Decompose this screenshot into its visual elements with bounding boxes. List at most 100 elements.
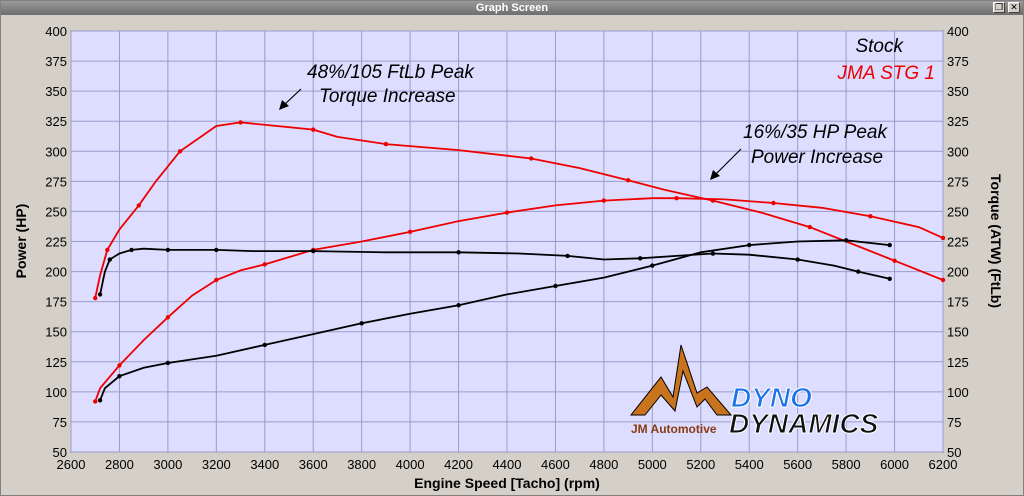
x-tick-label: 4600 — [541, 457, 570, 472]
annotation-power-arrow — [710, 148, 742, 180]
x-axis-label: Engine Speed [Tacho] (rpm) — [414, 475, 600, 491]
annotation-power-line2: Power Increase — [751, 147, 883, 168]
annotation-torque-arrow — [279, 88, 302, 110]
dynamics-logo-text: DYNAMICS — [729, 408, 879, 439]
data-point-stock-power — [359, 321, 364, 326]
annotation-power-line1: 16%/35 HP Peak — [743, 122, 888, 143]
data-point-jma-stg-1-power — [407, 229, 413, 235]
left-tick-label: 400 — [45, 24, 67, 39]
data-point-stock-power — [97, 398, 103, 403]
data-point-jma-stg-1-power — [601, 198, 607, 203]
x-tick-label: 3400 — [250, 457, 279, 472]
dyno-dynamics-logo: DYNO DYNAMICS — [729, 382, 880, 440]
dyno-chart: 2600 2800 3000 3200 3400 3600 3800 4000 4200 4400… — [13, 24, 1004, 491]
data-point-stock-torque — [311, 248, 316, 254]
left-tick-label: 300 — [45, 144, 67, 159]
right-tick-label: 325 — [947, 114, 969, 129]
data-point-stock-power — [165, 360, 171, 366]
right-tick-label: 225 — [947, 235, 969, 250]
series-line-jma-stg-1-torque — [94, 121, 944, 299]
x-tick-label: 3200 — [202, 457, 231, 472]
x-tick-label: 6200 — [929, 457, 958, 472]
data-point-jma-stg-1-torque — [177, 149, 183, 154]
jm-logo-text: JM Automotive — [631, 422, 717, 436]
x-tick-label: 5600 — [783, 457, 812, 472]
annotation-torque-line1: 48%/105 FtLb Peak — [307, 62, 475, 83]
data-point-stock-power — [553, 283, 558, 289]
right-tick-label: 150 — [947, 325, 969, 340]
data-point-stock-torque — [214, 247, 219, 253]
data-point-stock-power — [456, 303, 461, 308]
data-point-jma-stg-1-torque — [238, 120, 243, 125]
data-point-jma-stg-1-torque — [105, 247, 110, 253]
data-point-stock-torque — [887, 276, 892, 281]
right-tick-label: 350 — [947, 84, 969, 99]
right-tick-label: 250 — [947, 204, 969, 219]
left-tick-label: 125 — [45, 355, 67, 370]
data-point-jma-stg-1-torque — [311, 127, 316, 132]
data-point-jma-stg-1-power — [674, 195, 679, 201]
restore-icon[interactable]: ❐ — [993, 2, 1005, 13]
right-tick-label: 275 — [947, 174, 969, 189]
x-tick-label: 4000 — [396, 457, 425, 472]
data-point-stock-power — [843, 238, 849, 243]
data-point-stock-power — [747, 242, 752, 248]
title-bar[interactable]: Graph Screen ❐ ✕ — [1, 1, 1023, 15]
data-point-stock-torque — [795, 257, 800, 262]
data-point-jma-stg-1-torque — [625, 177, 631, 183]
data-point-jma-stg-1-power — [165, 315, 171, 320]
data-point-stock-power — [887, 242, 892, 248]
x-tick-label: 2600 — [57, 457, 86, 472]
data-point-stock-torque — [456, 250, 461, 255]
left-tick-label: 100 — [45, 385, 67, 400]
x-tick-label: 5400 — [735, 457, 764, 472]
data-point-stock-torque — [565, 253, 570, 259]
dyno-logo-text: DYNO — [731, 382, 812, 413]
data-point-jma-stg-1-power — [940, 235, 946, 241]
data-point-stock-torque — [107, 257, 112, 262]
window-title: Graph Screen — [475, 2, 549, 14]
left-axis-label: Power (HP) — [13, 204, 29, 279]
right-tick-label: 75 — [947, 415, 961, 430]
data-point-stock-power — [650, 263, 655, 268]
series-line-stock-power — [99, 239, 890, 401]
annotation-torque-line2: Torque Increase — [319, 86, 456, 107]
left-tick-label: 350 — [45, 84, 67, 99]
x-tick-label: 3000 — [153, 457, 182, 472]
legend-jma-stg1: JMA STG 1 — [837, 63, 935, 84]
data-point-jma-stg-1-torque — [529, 156, 534, 161]
data-point-jma-stg-1-power — [504, 210, 510, 215]
close-icon[interactable]: ✕ — [1008, 2, 1020, 13]
right-axis-ticks: 50 75 100 125 150 175 200 225 250 275 300 325 350 375… — [947, 24, 969, 460]
right-tick-label: 100 — [947, 385, 969, 400]
data-point-jma-stg-1-torque — [136, 203, 142, 208]
jm-automotive-logo: JM Automotive — [629, 344, 733, 436]
right-tick-label: 125 — [947, 355, 969, 370]
x-tick-label: 5200 — [686, 457, 715, 472]
left-axis-ticks: 50 75 100 125 150 175 200 225 250 275 300 325 350 375… — [45, 24, 67, 460]
x-tick-label: 4400 — [493, 457, 522, 472]
left-tick-label: 75 — [53, 415, 67, 430]
right-tick-label: 200 — [947, 265, 969, 280]
left-tick-label: 250 — [45, 204, 67, 219]
data-point-stock-torque — [856, 269, 861, 274]
x-tick-label: 3800 — [347, 457, 376, 472]
legend-stock: Stock — [855, 36, 904, 57]
left-tick-label: 150 — [45, 325, 67, 340]
right-axis-label: Torque (ATW) (FtLb) — [988, 174, 1004, 308]
right-tick-label: 300 — [947, 144, 969, 159]
data-point-stock-torque — [97, 292, 103, 297]
right-tick-label: 400 — [947, 24, 969, 39]
data-point-jma-stg-1-torque — [807, 224, 812, 230]
data-point-stock-torque — [129, 247, 134, 253]
x-tick-label: 4800 — [589, 457, 618, 472]
series-lines — [93, 120, 946, 404]
data-point-stock-torque — [165, 247, 171, 253]
grid-lines — [70, 30, 944, 453]
data-point-jma-stg-1-torque — [940, 277, 946, 283]
x-tick-label: 5000 — [638, 457, 667, 472]
left-tick-label: 325 — [45, 114, 67, 129]
x-tick-label: 2800 — [105, 457, 134, 472]
x-tick-label: 3600 — [299, 457, 328, 472]
